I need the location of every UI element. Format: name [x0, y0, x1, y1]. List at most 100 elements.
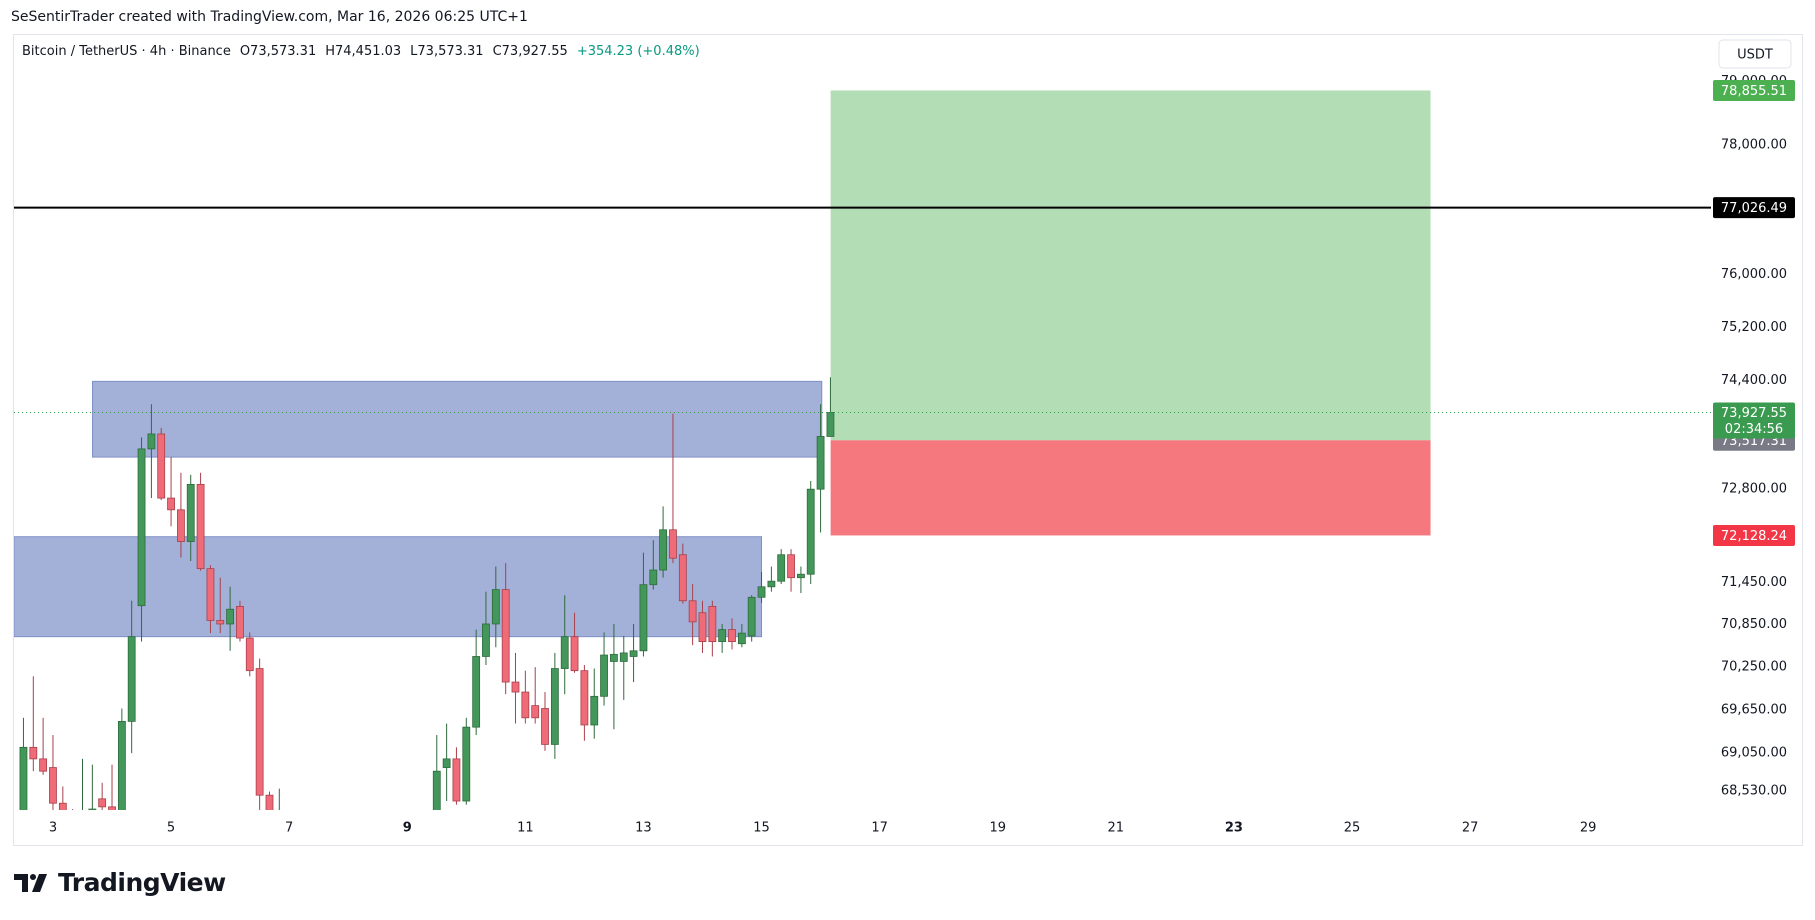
logo[interactable]: TradingView [14, 868, 226, 897]
candle-body [669, 529, 677, 559]
y-tick-label: 74,400.00 [1721, 373, 1787, 388]
candle-body [521, 691, 530, 719]
candle-body [747, 596, 756, 637]
candle-body [639, 584, 648, 652]
x-tick-label: 5 [167, 821, 175, 836]
candle-body [98, 798, 107, 808]
candle-body [39, 758, 48, 772]
candle-body [659, 529, 667, 571]
last-price-tag: 73,927.55 [1721, 406, 1787, 421]
candle-body [511, 681, 520, 693]
target-tag-bg [1713, 79, 1795, 101]
stop-tag: 72,128.24 [1721, 529, 1787, 544]
zone [92, 380, 823, 458]
candle-body [629, 650, 638, 657]
hline-tag: 77,026.49 [1721, 201, 1787, 216]
candle-body [167, 497, 175, 511]
candle-body [482, 623, 490, 657]
plot-area [14, 90, 1711, 822]
candle-body [797, 573, 805, 579]
candle-body [49, 767, 57, 804]
candle-body [777, 554, 786, 582]
candle-body [226, 608, 235, 625]
last-price-tag-bg [1713, 402, 1795, 439]
candle-body [806, 488, 815, 575]
candle-body [186, 483, 195, 542]
x-tick-label: 29 [1580, 821, 1597, 836]
x-tick-label: 15 [753, 821, 770, 836]
candle-body [206, 568, 215, 621]
candle-body [472, 656, 481, 728]
candle-body [196, 483, 205, 570]
symbol: Bitcoin / TetherUS · 4h · Binance [22, 44, 231, 59]
stop-tag-bg [1713, 524, 1795, 546]
candle-body [58, 802, 67, 810]
candle-body [708, 605, 717, 643]
candle-body [452, 758, 461, 802]
candle-body [737, 632, 746, 645]
candle-body [69, 815, 76, 822]
candle-body [550, 668, 559, 745]
candle-body [678, 554, 687, 602]
x-tick-label: 11 [517, 821, 534, 836]
y-tick-label: 78,000.00 [1721, 137, 1787, 152]
x-tick-label: 7 [285, 821, 293, 836]
attribution: SeSentirTrader created with TradingView.… [11, 9, 528, 25]
candle-body [590, 695, 599, 726]
candle-body [580, 670, 589, 726]
candle-body [619, 652, 628, 662]
candle-body [787, 554, 795, 579]
y-tick-label: 69,050.00 [1721, 746, 1787, 761]
candle-body [600, 654, 608, 697]
candle-body [826, 412, 835, 437]
candle-body [79, 815, 86, 822]
y-tick-label: 76,000.00 [1721, 267, 1787, 282]
ohlc-value: L73,573.31 [410, 44, 484, 59]
logo-text: TradingView [58, 868, 226, 897]
candle-body [108, 806, 116, 810]
y-tick-label: 71,450.00 [1721, 575, 1787, 590]
candle-body [157, 433, 166, 499]
x-tick-label: 27 [1462, 821, 1479, 836]
y-tick-label: 69,650.00 [1721, 702, 1787, 717]
candle-body [610, 653, 618, 662]
x-tick-label: 21 [1108, 821, 1125, 836]
candle-body [541, 708, 549, 745]
candle-body [127, 636, 136, 722]
candle-body [19, 746, 28, 810]
target-tag: 78,855.51 [1721, 84, 1787, 99]
y-tick-label: 70,250.00 [1721, 660, 1787, 675]
candle-body [216, 620, 225, 625]
x-tick-label: 9 [403, 821, 412, 836]
profit-zone [830, 90, 1431, 441]
ohlc-value: +354.23 (+0.48%) [576, 44, 700, 59]
candle-body [236, 605, 244, 639]
hline-tag-bg [1713, 197, 1795, 219]
axes: 79,000.0078,000.0076,000.0075,200.0074,4… [49, 74, 1787, 836]
candle-body [570, 636, 579, 672]
ohlc-value: O73,573.31 [239, 44, 317, 59]
logo-icon [14, 873, 47, 892]
x-tick-label: 23 [1225, 821, 1243, 836]
x-tick-label: 25 [1344, 821, 1361, 836]
y-tick-label: 68,530.00 [1721, 783, 1787, 798]
candle-body [718, 629, 727, 643]
y-tick-label: 72,800.00 [1721, 482, 1787, 497]
loss-zone [830, 440, 1431, 536]
candle-body [462, 726, 471, 802]
ohlc-value: H74,451.03 [325, 44, 402, 59]
currency-box[interactable] [1718, 39, 1792, 69]
candle-body [255, 668, 264, 796]
candle-body [728, 629, 736, 643]
candle-body [698, 612, 707, 643]
candle-body [432, 770, 441, 810]
y-tick-label: 70,850.00 [1721, 617, 1787, 632]
countdown: 02:34:56 [1725, 422, 1783, 437]
ohlc-value: C73,927.55 [492, 44, 568, 59]
candle-body [88, 808, 97, 810]
candle-body [117, 720, 126, 810]
candle-body [757, 586, 766, 598]
candle-body [501, 589, 510, 683]
